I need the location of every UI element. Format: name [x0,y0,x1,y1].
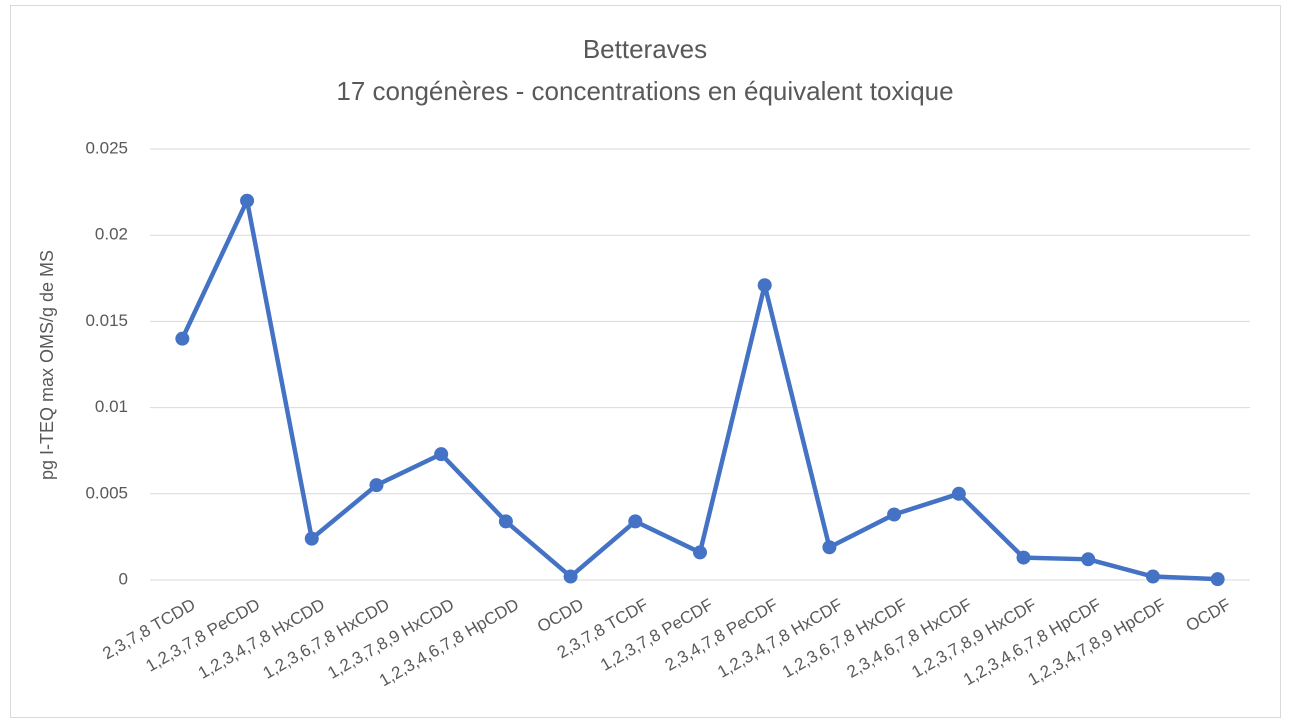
data-point [563,569,578,584]
chart-title: Betteraves [583,34,707,64]
data-point [240,193,255,208]
data-point [887,507,902,522]
y-axis-label: pg I-TEQ max OMS/g de MS [37,250,57,480]
data-point [175,331,190,346]
y-tick-label: 0.01 [95,397,128,416]
data-point [628,514,643,529]
data-point [1210,572,1225,587]
data-point [304,531,319,546]
data-point [693,545,707,560]
y-tick-label: 0.02 [95,225,128,244]
data-point [1145,569,1160,584]
y-tick-label: 0.015 [85,311,128,330]
y-tick-label: 0.005 [85,483,128,502]
y-tick-label: 0 [119,569,128,588]
data-point [822,540,837,555]
data-point [498,514,513,529]
chart-subtitle: 17 congénères - concentrations en équiva… [336,76,953,106]
chart-border [10,5,1281,718]
data-point [434,447,449,462]
data-point [757,278,772,293]
data-point [951,486,966,501]
data-point [1016,550,1031,565]
data-point [1081,552,1096,567]
data-point [369,478,384,493]
y-tick-label: 0.025 [85,138,128,157]
